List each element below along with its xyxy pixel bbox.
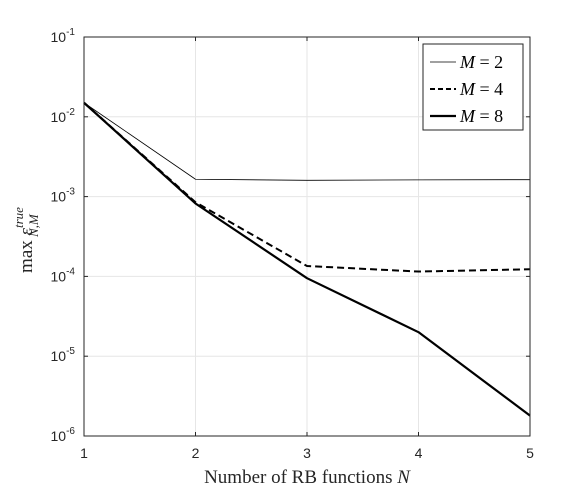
y-tick-base: 10 [51,428,67,444]
y-tick-exp: -1 [66,27,75,38]
y-tick-base: 10 [51,189,67,205]
x-axis-label-var: N [396,467,411,488]
legend-label-eq: = 4 [475,79,503,99]
x-axis-label-text: Number of RB functions [204,467,397,488]
y-axis-label-sub: N,M [26,213,41,238]
y-tick-base: 10 [51,29,67,45]
y-tick-label: 10-6 [51,426,76,444]
legend-label: M = 8 [459,106,503,126]
y-axis-label-base: ε [16,227,37,235]
y-tick-label: 10-2 [51,107,76,125]
x-axis-label: Number of RB functions N [204,467,411,488]
y-tick-exp: -5 [66,346,75,357]
x-tick-label: 3 [303,445,311,461]
y-tick-base: 10 [51,268,67,284]
y-tick-exp: -6 [66,426,75,437]
legend-label: M = 4 [459,79,503,99]
y-tick-label: 10-5 [51,346,76,364]
legend: M = 2M = 4M = 8 [422,43,524,131]
legend-label-var: M [459,79,476,99]
y-tick-label: 10-3 [51,187,76,205]
x-tick-label: 5 [526,445,534,461]
x-tick-label: 4 [415,445,423,461]
y-axis-label: max εtrueN,M [11,207,41,273]
series-lines [83,101,531,417]
y-tick-exp: -3 [66,187,75,198]
legend-label-eq: = 8 [475,106,503,126]
y-tick-exp: -2 [66,107,75,118]
y-tick-base: 10 [51,348,67,364]
y-axis-label-prefix: max [16,235,37,272]
grid [84,37,530,436]
legend-label-var: M [459,106,476,126]
series-line-8 [83,101,531,417]
legend-label-var: M [459,52,476,72]
y-tick-base: 10 [51,109,67,125]
y-axis-label-sup: true [11,207,26,228]
y-tick-label: 10-4 [51,266,76,284]
x-tick-label: 2 [192,445,200,461]
y-tick-exp: -4 [66,266,75,277]
y-tick-label: 10-1 [51,27,76,45]
legend-label-eq: = 2 [475,52,503,72]
x-axis-ticks: 1 2 3 4 5 [80,37,534,461]
y-axis-ticks: 10-110-210-310-410-510-6 [51,27,530,444]
x-tick-label: 1 [80,445,88,461]
legend-label: M = 2 [459,52,503,72]
series-line-2 [83,102,531,181]
